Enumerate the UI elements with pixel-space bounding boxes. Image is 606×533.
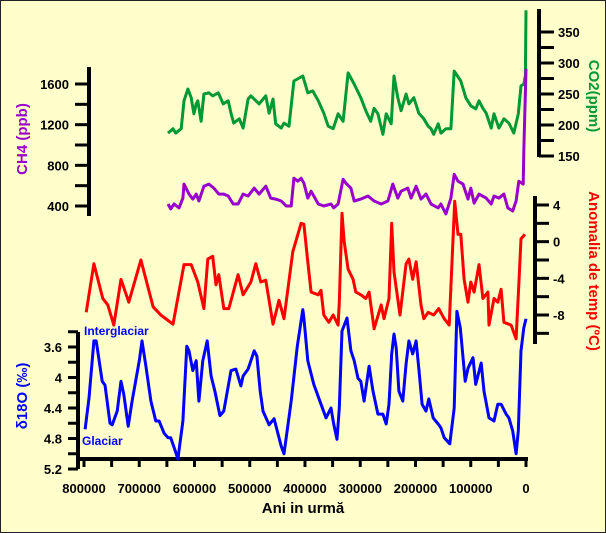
-18o-tick-label: 4.4 [44,401,63,416]
-18o-tick-label: 3.6 [44,340,62,355]
-18o-tick-label: 5.2 [44,462,62,477]
-18o-tick-label: 4 [55,371,63,386]
ch4-tick-label: 400 [47,199,69,214]
ch4-series-line [166,68,528,216]
co2-tick-label: 300 [558,56,580,71]
x-tick-label: 500000 [228,481,271,496]
x-tick-label: 800000 [62,481,105,496]
co2-tick-label: 250 [558,87,580,102]
x-tick-label: 300000 [339,481,382,496]
ch4-axis-title: CH4 (ppb) [14,103,31,175]
co2-series-line [167,10,528,136]
x-tick-label: 400000 [283,481,326,496]
x-tick-label: 0 [522,481,529,496]
co2-tick-label: 150 [558,149,580,164]
x-axis-title: Ani in urmă [262,500,345,517]
temperature-anomaly-axis-title: Anomalia de temp (ºC) [585,191,602,351]
temperature-anomaly-tick-label: -4 [553,271,565,286]
x-tick-label: 700000 [118,481,161,496]
temperature-anomaly-tick-label: 0 [553,235,560,250]
x-tick-label: 600000 [173,481,216,496]
-18o-tick-label: 4.8 [44,432,62,447]
interglacial-annotation: Interglaciar [84,324,149,338]
co2-tick-label: 200 [558,118,580,133]
-18o-series-line [83,308,528,461]
glacial-annotation: Glaciar [82,434,123,448]
temperature-anomaly-series-line [84,199,527,341]
ch4-tick-label: 800 [47,158,69,173]
ch4-tick-label: 1200 [40,118,69,133]
temperature-anomaly-tick-label: -8 [553,308,565,323]
co2-axis-title: CO2(ppm) [585,60,602,133]
-18o-axis-title: δ18O (‰) [14,363,31,430]
ch4-tick-label: 1600 [40,77,69,92]
x-tick-label: 200000 [394,481,437,496]
co2-tick-label: 350 [558,25,580,40]
x-tick-label: 100000 [449,481,492,496]
temperature-anomaly-tick-label: 4 [553,198,561,213]
